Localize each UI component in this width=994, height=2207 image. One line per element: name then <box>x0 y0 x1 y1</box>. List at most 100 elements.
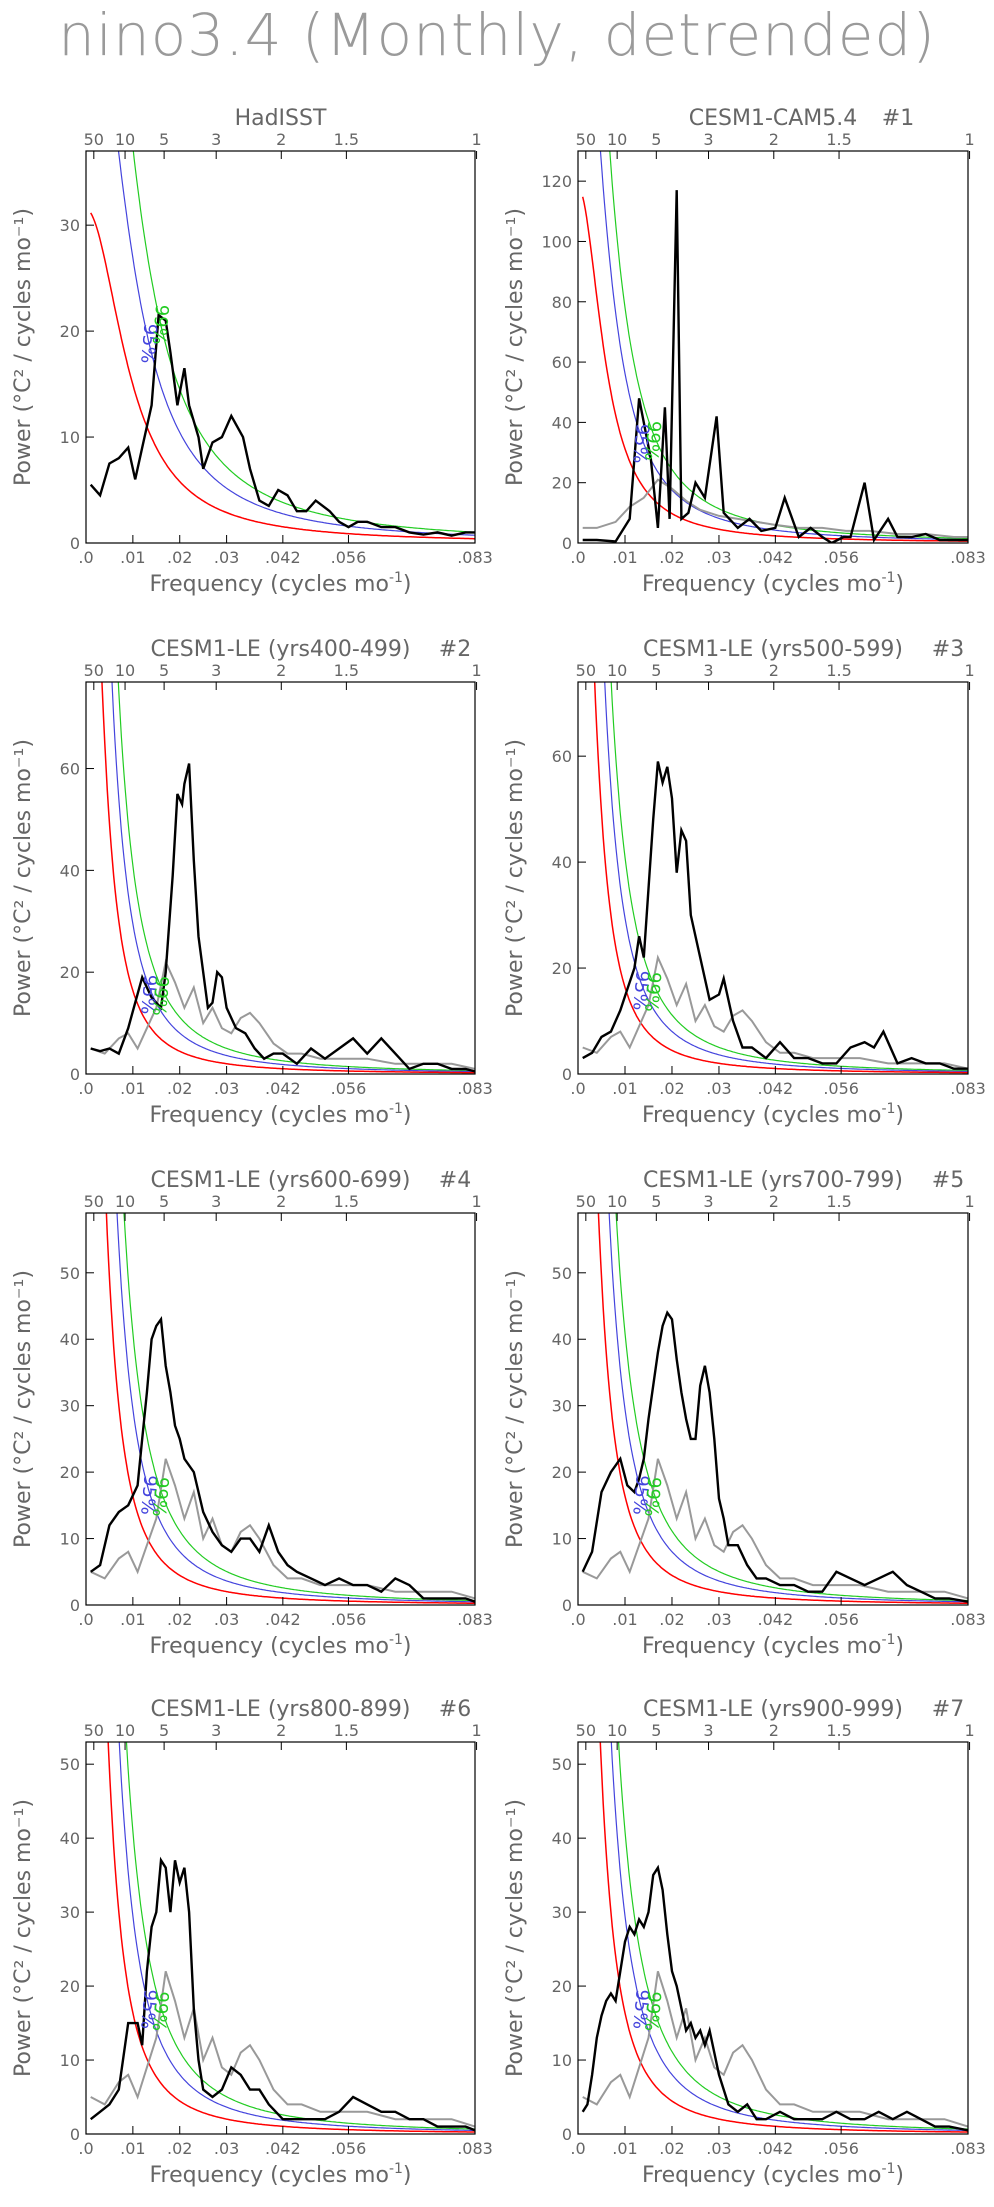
sig95-curve <box>610 1742 968 2132</box>
period-tick-label: 50 <box>576 1192 596 1211</box>
page-title: nino3.4 (Monthly, detrended) <box>58 1 936 69</box>
period-tick-label: 3 <box>211 130 221 149</box>
x-tick-label: .056 <box>823 2139 859 2158</box>
panel-title: CESM1-CAM5.4 <box>689 106 858 131</box>
plot-area <box>90 1213 475 1604</box>
panel-title: CESM1-LE (yrs400-499) <box>151 637 411 662</box>
y-tick-label: 50 <box>60 1264 80 1283</box>
x-tick-label: .0 <box>570 548 585 567</box>
period-tick-label: 1 <box>964 130 974 149</box>
sig99-curve <box>610 682 968 1072</box>
panel-tag: #2 <box>439 637 471 662</box>
x-tick-label: .0 <box>570 1079 585 1098</box>
x-tick-label: .056 <box>331 1079 367 1098</box>
period-tick-label: 10 <box>607 130 627 149</box>
period-tick-label: 2 <box>769 1192 779 1211</box>
period-tick-label: 5 <box>159 1192 169 1211</box>
x-tick-label: .01 <box>612 2139 637 2158</box>
period-tick-label: 1 <box>471 130 481 149</box>
period-tick-label: 2 <box>769 130 779 149</box>
period-tick-label: 5 <box>651 1192 661 1211</box>
y-tick-label: 0 <box>70 1596 80 1615</box>
x-tick-label: .056 <box>823 548 859 567</box>
red-noise-curve <box>581 196 968 542</box>
y-tick-label: 30 <box>60 1903 80 1922</box>
reference-spectrum-line <box>582 478 968 538</box>
y-tick-label: 10 <box>60 428 80 447</box>
period-tick-label: 2 <box>769 1721 779 1740</box>
x-tick-label: .083 <box>457 1610 493 1629</box>
x-axis-label: Frequency (cycles mo-1) <box>642 1101 904 1128</box>
x-tick-label: .02 <box>167 2139 192 2158</box>
period-tick-label: 5 <box>651 130 661 149</box>
panel-tag: #4 <box>439 1168 471 1193</box>
x-tick-label: .03 <box>706 548 731 567</box>
x-tick-label: .042 <box>758 548 794 567</box>
x-tick-label: .056 <box>331 2139 367 2158</box>
x-tick-label: .083 <box>950 1079 986 1098</box>
plot-area <box>581 151 968 543</box>
y-tick-label: 20 <box>60 1463 80 1482</box>
y-axis-label: Power (°C² / cycles mo⁻¹) <box>11 208 36 486</box>
x-tick-label: .01 <box>120 2139 145 2158</box>
panel-title: HadISST <box>235 106 327 131</box>
y-tick-label: 50 <box>60 1755 80 1774</box>
x-tick-label: .02 <box>167 1079 192 1098</box>
plot-area <box>581 1213 968 1604</box>
y-tick-label: 60 <box>60 760 80 779</box>
spectrum-line <box>89 312 475 537</box>
panel-title: CESM1-LE (yrs700-799) <box>643 1168 903 1193</box>
period-tick-label: 2 <box>769 661 779 680</box>
plot-frame <box>577 1212 969 1606</box>
y-tick-label: 0 <box>70 1065 80 1084</box>
period-tick-label: 50 <box>576 130 596 149</box>
y-tick-label: 80 <box>552 293 572 312</box>
spectrum-line <box>581 1310 968 1603</box>
y-tick-label: 20 <box>552 1977 572 1996</box>
reference-spectrum-line <box>90 1971 475 2128</box>
y-tick-label: 50 <box>552 1264 572 1283</box>
period-tick-label: 10 <box>115 661 135 680</box>
x-axis-label: Frequency (cycles mo-1) <box>150 2161 412 2188</box>
sig95-label: 95% <box>628 970 652 1012</box>
sig95-curve <box>604 682 968 1073</box>
y-axis-label: Power (°C² / cycles mo⁻¹) <box>503 208 528 486</box>
sig99-label: 99% <box>640 1476 664 1518</box>
y-axis-label: Power (°C² / cycles mo⁻¹) <box>11 1270 36 1548</box>
plot-frame <box>85 1212 476 1606</box>
x-tick-label: .042 <box>758 1610 794 1629</box>
period-tick-label: 10 <box>115 130 135 149</box>
plot-area <box>89 151 475 540</box>
period-tick-label: 1 <box>964 1192 974 1211</box>
x-tick-label: .083 <box>457 1079 493 1098</box>
x-tick-label: .083 <box>457 548 493 567</box>
y-tick-label: 0 <box>562 534 572 553</box>
panel-tag: #1 <box>882 106 914 131</box>
y-tick-label: 20 <box>552 959 572 978</box>
y-axis-label: Power (°C² / cycles mo⁻¹) <box>503 739 528 1017</box>
y-tick-label: 20 <box>60 963 80 982</box>
y-axis-label: Power (°C² / cycles mo⁻¹) <box>11 1799 36 2077</box>
spectrum-line <box>581 1864 968 2132</box>
period-tick-label: 1 <box>471 1192 481 1211</box>
period-tick-label: 1.5 <box>826 661 851 680</box>
x-tick-label: .042 <box>758 2139 794 2158</box>
y-tick-label: 40 <box>552 413 572 432</box>
period-tick-label: 50 <box>84 130 104 149</box>
sig95-label: 95% <box>136 323 160 365</box>
period-tick-label: 5 <box>651 661 661 680</box>
plot-frame <box>577 681 969 1075</box>
spectrum-line <box>582 761 968 1070</box>
x-tick-label: .03 <box>214 1079 239 1098</box>
period-tick-label: 50 <box>84 1192 104 1211</box>
period-tick-label: 2 <box>276 1192 286 1211</box>
period-tick-label: 1 <box>964 1721 974 1740</box>
period-tick-label: 1.5 <box>334 1721 359 1740</box>
x-tick-label: .01 <box>612 1610 637 1629</box>
x-tick-label: .0 <box>78 1610 93 1629</box>
plot-frame <box>85 681 476 1075</box>
period-tick-label: 10 <box>115 1192 135 1211</box>
